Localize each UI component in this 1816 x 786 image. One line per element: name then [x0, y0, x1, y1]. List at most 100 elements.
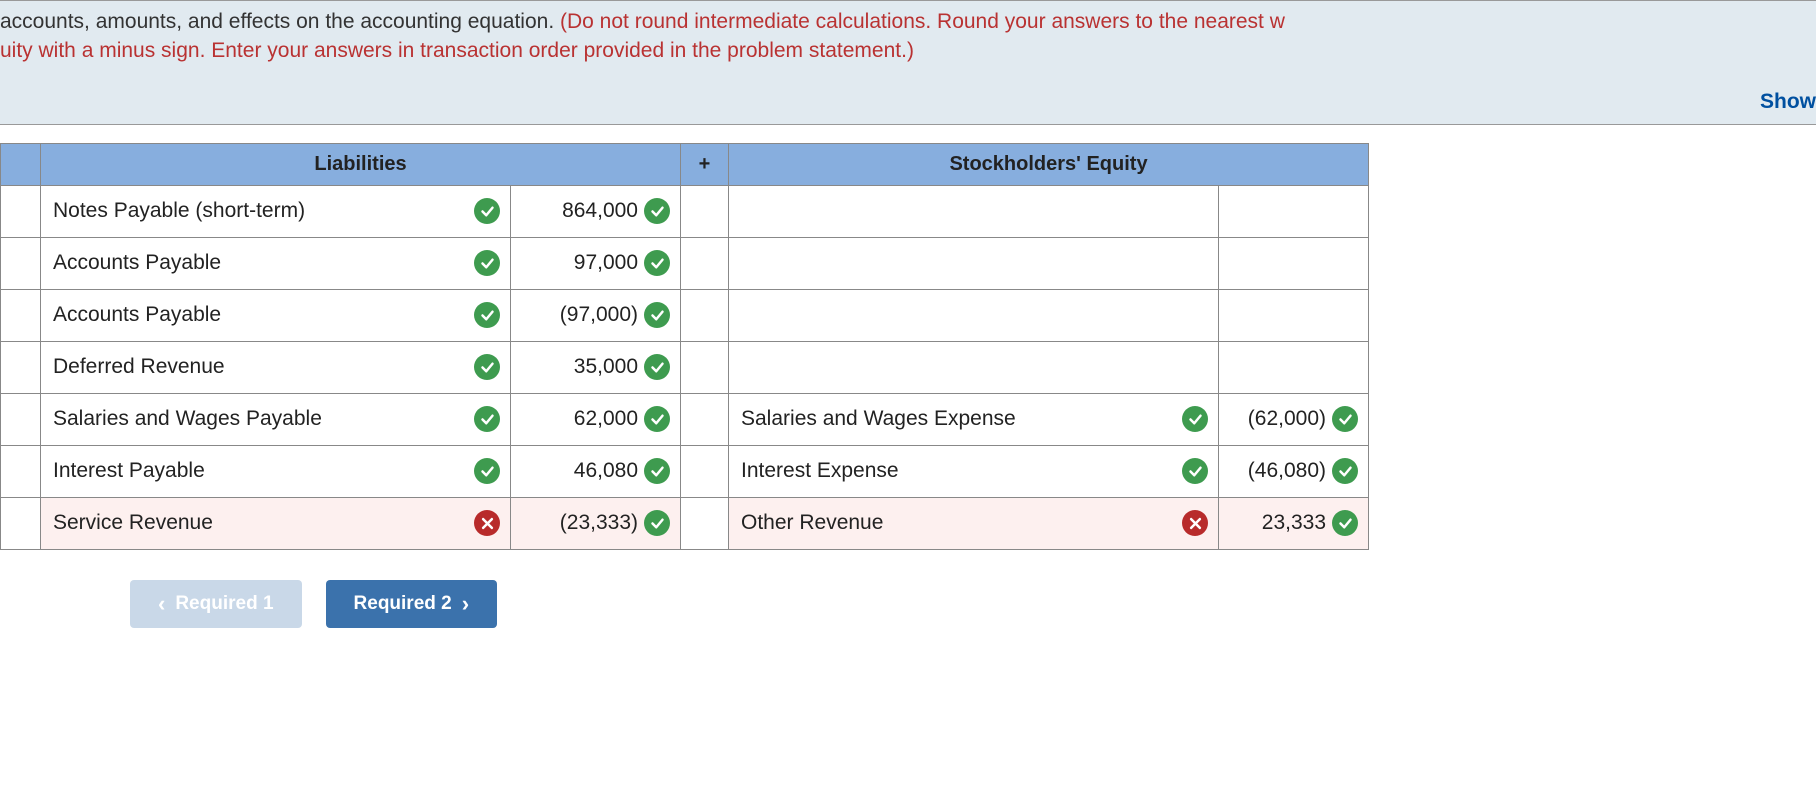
row-stub	[1, 237, 41, 289]
liability-account-cell[interactable]: Salaries and Wages Payable	[41, 393, 511, 445]
equity-account-cell[interactable]: Interest Expense	[729, 445, 1219, 497]
instruction-panel: accounts, amounts, and effects on the ac…	[0, 0, 1816, 125]
liability-account-label: Accounts Payable	[51, 303, 223, 327]
liability-account-cell[interactable]: Accounts Payable	[41, 237, 511, 289]
equity-amount-cell[interactable]	[1219, 341, 1369, 393]
liability-amount-value: 97,000	[574, 251, 638, 275]
prev-button-label: Required 1	[175, 593, 273, 615]
check-icon	[644, 302, 670, 328]
row-stub	[1, 393, 41, 445]
instruction-text-black: accounts, amounts, and effects on the ac…	[0, 10, 560, 33]
plus-cell	[681, 497, 729, 549]
plus-cell	[681, 289, 729, 341]
liability-amount-value: 864,000	[562, 199, 638, 223]
check-icon	[1182, 406, 1208, 432]
equity-amount-value: 23,333	[1262, 511, 1326, 535]
header-equity: Stockholders' Equity	[729, 143, 1369, 185]
equity-amount-cell[interactable]	[1219, 185, 1369, 237]
chevron-right-icon: ›	[462, 593, 469, 615]
instruction-text-red-1: (Do not round intermediate calculations.…	[560, 10, 1285, 33]
check-icon	[644, 510, 670, 536]
check-icon	[644, 406, 670, 432]
nav-button-row: ‹ Required 1 Required 2 ›	[130, 580, 1816, 628]
equity-account-cell[interactable]: Salaries and Wages Expense	[729, 393, 1219, 445]
equity-amount-value: (62,000)	[1248, 407, 1326, 431]
liability-account-label: Accounts Payable	[51, 251, 223, 275]
table-row: Service Revenue (23,333) Other Revenue 23,3…	[1, 497, 1369, 549]
equity-amount-value: (46,080)	[1248, 459, 1326, 483]
liability-account-label: Salaries and Wages Payable	[51, 407, 324, 431]
equity-account-cell[interactable]	[729, 289, 1219, 341]
table-row: Notes Payable (short-term) 864,000	[1, 185, 1369, 237]
equity-amount-cell[interactable]	[1219, 237, 1369, 289]
check-icon	[474, 458, 500, 484]
liability-amount-cell[interactable]: 62,000	[511, 393, 681, 445]
x-icon	[1182, 510, 1208, 536]
check-icon	[474, 198, 500, 224]
show-link[interactable]: Show	[0, 90, 1816, 114]
check-icon	[474, 354, 500, 380]
instruction-line-2: uity with a minus sign. Enter your answe…	[0, 36, 1816, 65]
liability-account-cell[interactable]: Accounts Payable	[41, 289, 511, 341]
liability-account-label: Notes Payable (short-term)	[51, 199, 307, 223]
liability-account-cell[interactable]: Notes Payable (short-term)	[41, 185, 511, 237]
plus-cell	[681, 393, 729, 445]
row-stub	[1, 341, 41, 393]
table-row: Accounts Payable (97,000)	[1, 289, 1369, 341]
liability-account-label: Interest Payable	[51, 459, 207, 483]
check-icon	[1332, 510, 1358, 536]
plus-cell	[681, 185, 729, 237]
required-1-button[interactable]: ‹ Required 1	[130, 580, 302, 628]
check-icon	[1182, 458, 1208, 484]
check-icon	[474, 406, 500, 432]
liability-account-cell[interactable]: Interest Payable	[41, 445, 511, 497]
instruction-text-red-2: uity with a minus sign. Enter your answe…	[0, 39, 914, 62]
check-icon	[1332, 458, 1358, 484]
liability-amount-cell[interactable]: 46,080	[511, 445, 681, 497]
check-icon	[474, 302, 500, 328]
check-icon	[644, 250, 670, 276]
liability-amount-value: 46,080	[574, 459, 638, 483]
check-icon	[474, 250, 500, 276]
equity-amount-cell[interactable]: (62,000)	[1219, 393, 1369, 445]
next-button-label: Required 2	[354, 593, 452, 615]
liability-account-cell[interactable]: Deferred Revenue	[41, 341, 511, 393]
liability-account-label: Deferred Revenue	[51, 355, 227, 379]
liability-amount-value: 62,000	[574, 407, 638, 431]
check-icon	[1332, 406, 1358, 432]
equity-account-cell[interactable]: Other Revenue	[729, 497, 1219, 549]
check-icon	[644, 198, 670, 224]
equity-account-cell[interactable]	[729, 185, 1219, 237]
required-2-button[interactable]: Required 2 ›	[326, 580, 498, 628]
liability-amount-value: (23,333)	[560, 511, 638, 535]
equity-account-label: Other Revenue	[739, 511, 885, 535]
liability-amount-cell[interactable]: 35,000	[511, 341, 681, 393]
liability-amount-cell[interactable]: 97,000	[511, 237, 681, 289]
table-row: Deferred Revenue 35,000	[1, 341, 1369, 393]
table-header-row: Liabilities + Stockholders' Equity	[1, 143, 1369, 185]
liability-amount-value: (97,000)	[560, 303, 638, 327]
equity-amount-cell[interactable]: (46,080)	[1219, 445, 1369, 497]
liability-amount-cell[interactable]: 864,000	[511, 185, 681, 237]
plus-cell	[681, 341, 729, 393]
chevron-left-icon: ‹	[158, 593, 165, 615]
liability-account-label: Service Revenue	[51, 511, 215, 535]
check-icon	[644, 458, 670, 484]
row-stub	[1, 497, 41, 549]
liability-amount-cell[interactable]: (97,000)	[511, 289, 681, 341]
equity-account-cell[interactable]	[729, 341, 1219, 393]
check-icon	[644, 354, 670, 380]
equity-amount-cell[interactable]	[1219, 289, 1369, 341]
row-stub	[1, 289, 41, 341]
plus-cell	[681, 445, 729, 497]
liability-amount-cell[interactable]: (23,333)	[511, 497, 681, 549]
table-row: Accounts Payable 97,000	[1, 237, 1369, 289]
header-plus: +	[681, 143, 729, 185]
equity-amount-cell[interactable]: 23,333	[1219, 497, 1369, 549]
liability-account-cell[interactable]: Service Revenue	[41, 497, 511, 549]
row-stub	[1, 185, 41, 237]
equity-account-cell[interactable]	[729, 237, 1219, 289]
header-stub	[1, 143, 41, 185]
header-liabilities: Liabilities	[41, 143, 681, 185]
table-row: Interest Payable 46,080 Interest Expense (4…	[1, 445, 1369, 497]
